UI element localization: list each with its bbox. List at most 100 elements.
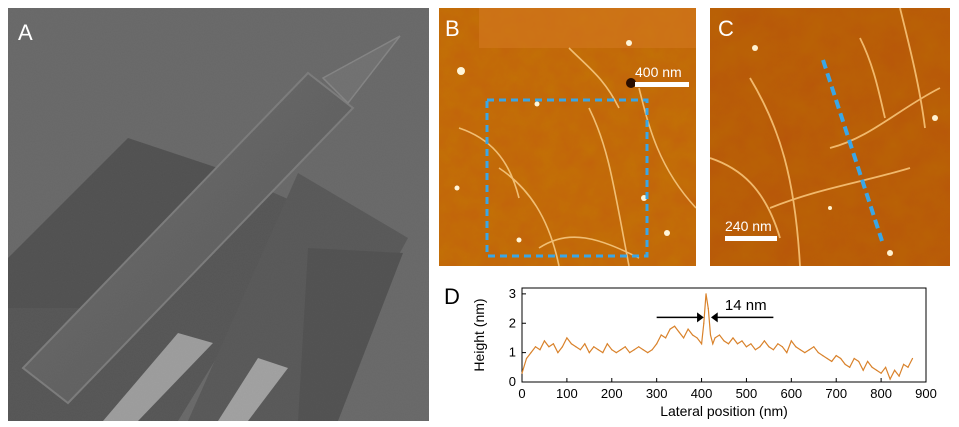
- data-point: [525, 357, 528, 360]
- data-point: [759, 346, 761, 348]
- data-point: [606, 343, 608, 345]
- data-point: [799, 349, 801, 351]
- data-point: [862, 369, 864, 371]
- panel-c-afm-image: C 240 nm: [710, 8, 950, 266]
- data-point: [876, 369, 878, 371]
- x-tick-label: 800: [870, 386, 892, 401]
- data-point: [880, 372, 882, 374]
- x-tick-label: 300: [646, 386, 668, 401]
- data-point: [703, 322, 705, 324]
- data-point: [902, 363, 905, 365]
- data-point: [539, 349, 541, 351]
- data-point: [683, 337, 685, 339]
- data-point: [691, 334, 694, 336]
- data-point: [831, 360, 833, 363]
- data-point: [521, 372, 523, 374]
- data-point: [687, 328, 689, 330]
- zoom-region-box: [485, 98, 649, 258]
- profile-line: [821, 59, 884, 242]
- data-point: [822, 354, 824, 357]
- x-tick-label: 900: [915, 386, 937, 401]
- y-axis-label: Height (nm): [471, 298, 487, 371]
- x-tick-label: 400: [691, 386, 713, 401]
- y-tick-label: 2: [509, 315, 516, 330]
- data-point: [707, 307, 709, 310]
- data-point: [893, 369, 896, 371]
- data-point: [714, 337, 716, 339]
- data-point: [629, 352, 631, 354]
- data-point: [566, 337, 568, 339]
- x-tick-label: 200: [601, 386, 623, 401]
- data-point: [552, 343, 555, 345]
- data-point: [557, 352, 559, 354]
- data-point: [907, 366, 909, 368]
- data-point: [732, 337, 734, 339]
- y-tick-label: 1: [509, 345, 516, 360]
- x-axis-label: Lateral position (nm): [660, 403, 788, 419]
- data-point: [660, 334, 662, 336]
- data-point: [723, 340, 725, 342]
- data-point: [584, 343, 586, 345]
- data-point: [615, 352, 617, 354]
- data-point: [844, 363, 846, 365]
- data-point: [826, 357, 828, 360]
- data-point: [665, 337, 667, 339]
- data-point: [579, 349, 581, 351]
- plot-frame: [521, 287, 927, 383]
- scale-bar-c: [725, 236, 777, 241]
- data-point: [561, 346, 563, 348]
- data-point: [795, 346, 797, 348]
- data-point: [633, 349, 635, 351]
- data-point: [853, 357, 855, 360]
- data-point: [602, 352, 604, 354]
- data-point: [593, 346, 595, 348]
- data-point: [620, 349, 622, 351]
- scale-label-400nm: 400 nm: [635, 64, 682, 80]
- data-point: [642, 349, 644, 351]
- data-point: [678, 331, 680, 333]
- data-point: [696, 337, 698, 339]
- data-point: [911, 357, 914, 360]
- data-point: [772, 349, 774, 351]
- data-point: [700, 343, 703, 345]
- data-point: [712, 343, 714, 345]
- data-point: [781, 346, 783, 348]
- arrowhead-right: [710, 312, 718, 323]
- x-tick-label: 500: [736, 386, 758, 401]
- data-point: [674, 325, 676, 327]
- height-profile-chart: 0 100 200 300 400 500 600 700 800 900 0 1 2 3 14 nm L…: [471, 286, 937, 419]
- annotation-14nm: 14 nm: [725, 297, 767, 314]
- afm-zoom-texture: [710, 8, 950, 266]
- panel-a-label: A: [18, 20, 33, 45]
- data-point: [727, 343, 730, 345]
- panel-c-label: C: [718, 16, 734, 41]
- data-point: [790, 340, 792, 342]
- data-point: [763, 340, 765, 342]
- data-point: [709, 334, 712, 336]
- data-point: [705, 293, 707, 295]
- x-tick-label: 600: [780, 386, 802, 401]
- data-point: [750, 343, 752, 345]
- data-point: [898, 375, 900, 377]
- y-tick-label: 3: [509, 286, 516, 301]
- data-point: [858, 360, 860, 363]
- height-profile-series: [521, 293, 914, 381]
- width-annotation: 14 nm: [656, 297, 774, 323]
- x-tick-label: 700: [825, 386, 847, 401]
- arrowhead-left: [697, 312, 704, 323]
- data-point: [534, 346, 537, 348]
- data-point: [754, 349, 757, 351]
- data-point: [548, 346, 550, 348]
- data-point: [588, 352, 590, 354]
- data-point: [718, 334, 721, 336]
- data-point: [624, 346, 626, 348]
- data-point: [656, 343, 658, 345]
- data-point: [745, 346, 748, 348]
- data-point: [867, 360, 869, 363]
- data-point: [813, 346, 815, 348]
- data-point: [543, 340, 546, 342]
- panel-b-afm-image: B 400 nm: [439, 8, 696, 266]
- panel-a-sem-image: A: [8, 8, 429, 421]
- data-point: [736, 343, 739, 345]
- scale-bar-b: [635, 82, 689, 87]
